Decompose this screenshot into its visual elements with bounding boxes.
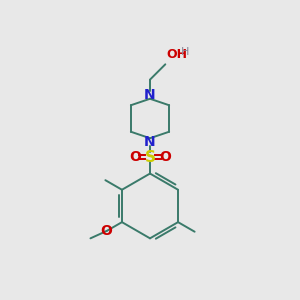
Text: N: N (144, 135, 156, 149)
Text: O: O (101, 224, 112, 238)
Text: H: H (181, 47, 189, 57)
Text: OH: OH (167, 48, 188, 62)
Text: S: S (145, 150, 155, 165)
Text: N: N (144, 88, 156, 102)
Text: O: O (129, 150, 141, 164)
Text: O: O (159, 150, 171, 164)
